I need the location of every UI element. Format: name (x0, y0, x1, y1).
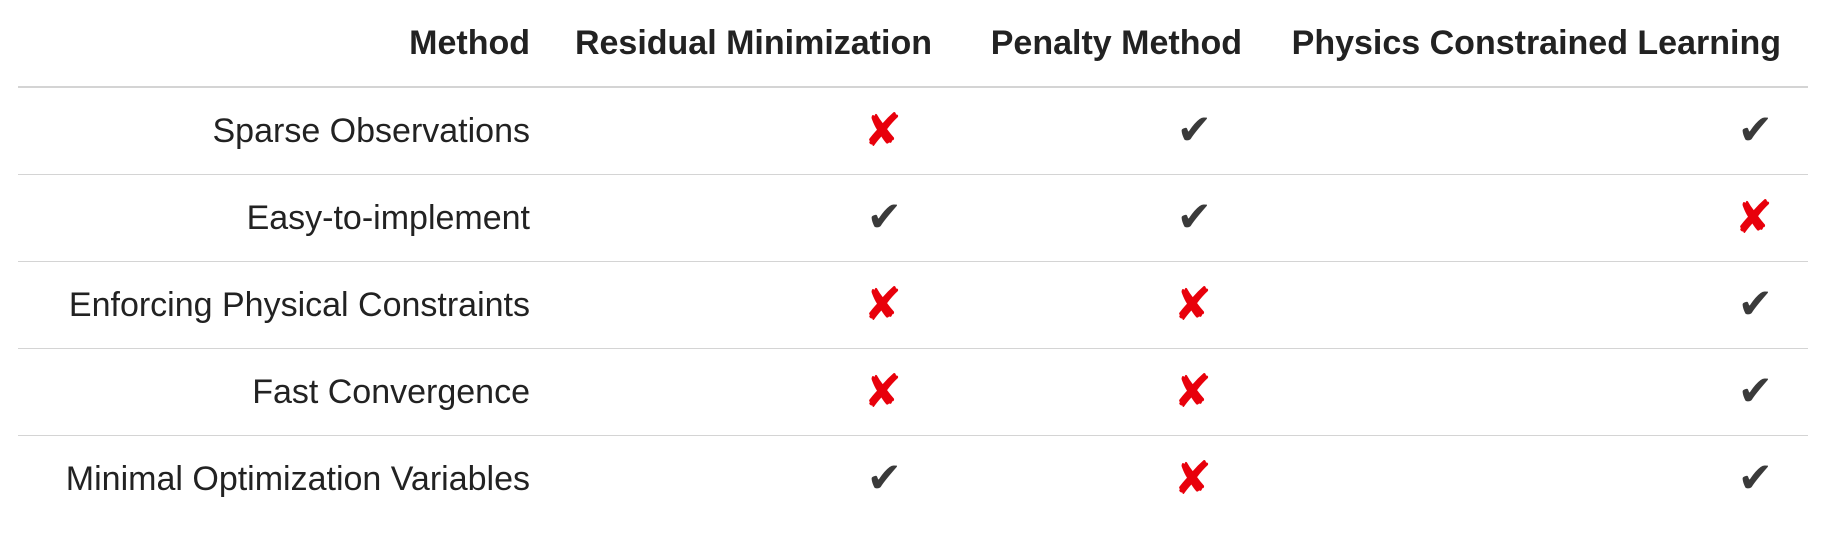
check-icon: ✔ (866, 192, 902, 241)
cross-icon: ✘ (863, 103, 902, 157)
table-row: Easy-to-implement ✔ ✔ ✘ (18, 174, 1808, 262)
check-icon: ✔ (866, 453, 902, 502)
table-cell: ✘ (558, 348, 960, 436)
table-header-row: Method Residual Minimization Penalty Met… (18, 0, 1808, 88)
row-label: Enforcing Physical Constraints (18, 261, 558, 349)
table-cell: ✔ (960, 174, 1270, 262)
check-icon: ✔ (1737, 366, 1773, 415)
check-icon: ✔ (1176, 105, 1212, 154)
table-cell: ✔ (558, 174, 960, 262)
cross-icon: ✘ (863, 364, 902, 418)
check-icon: ✔ (1737, 105, 1773, 154)
table-body: Sparse Observations ✘ ✔ ✔ Easy-to-implement ✔… (18, 87, 1808, 522)
comparison-table-container: Method Residual Minimization Penalty Met… (18, 0, 1808, 522)
table-row: Minimal Optimization Variables ✔ ✘ ✔ (18, 436, 1808, 523)
cross-icon: ✘ (1734, 190, 1773, 244)
header-method: Method (18, 0, 558, 88)
table-cell: ✘ (960, 436, 1270, 523)
table-cell: ✘ (558, 87, 960, 175)
row-label: Easy-to-implement (18, 174, 558, 262)
header-physics-constrained-learning: Physics Constrained Learning (1270, 0, 1808, 88)
table-cell: ✔ (1270, 348, 1808, 436)
table-cell: ✘ (960, 348, 1270, 436)
cross-icon: ✘ (1173, 277, 1212, 331)
cross-icon: ✘ (1173, 364, 1212, 418)
table-cell: ✘ (558, 261, 960, 349)
check-icon: ✔ (1737, 279, 1773, 328)
table-cell: ✔ (1270, 87, 1808, 175)
table-cell: ✔ (1270, 261, 1808, 349)
table-cell: ✘ (1270, 174, 1808, 262)
table-row: Fast Convergence ✘ ✘ ✔ (18, 348, 1808, 436)
method-comparison-table: Method Residual Minimization Penalty Met… (18, 0, 1808, 522)
table-cell: ✔ (558, 436, 960, 523)
row-label: Sparse Observations (18, 87, 558, 175)
header-penalty-method: Penalty Method (960, 0, 1270, 88)
header-residual-minimization: Residual Minimization (558, 0, 960, 88)
check-icon: ✔ (1176, 192, 1212, 241)
table-cell: ✘ (960, 261, 1270, 349)
table-row: Enforcing Physical Constraints ✘ ✘ ✔ (18, 261, 1808, 349)
row-label: Fast Convergence (18, 348, 558, 436)
table-row: Sparse Observations ✘ ✔ ✔ (18, 87, 1808, 175)
table-cell: ✔ (1270, 436, 1808, 523)
row-label: Minimal Optimization Variables (65, 459, 530, 498)
cross-icon: ✘ (1173, 451, 1212, 505)
table-cell: ✔ (960, 87, 1270, 175)
check-icon: ✔ (1737, 453, 1773, 502)
cross-icon: ✘ (863, 277, 902, 331)
